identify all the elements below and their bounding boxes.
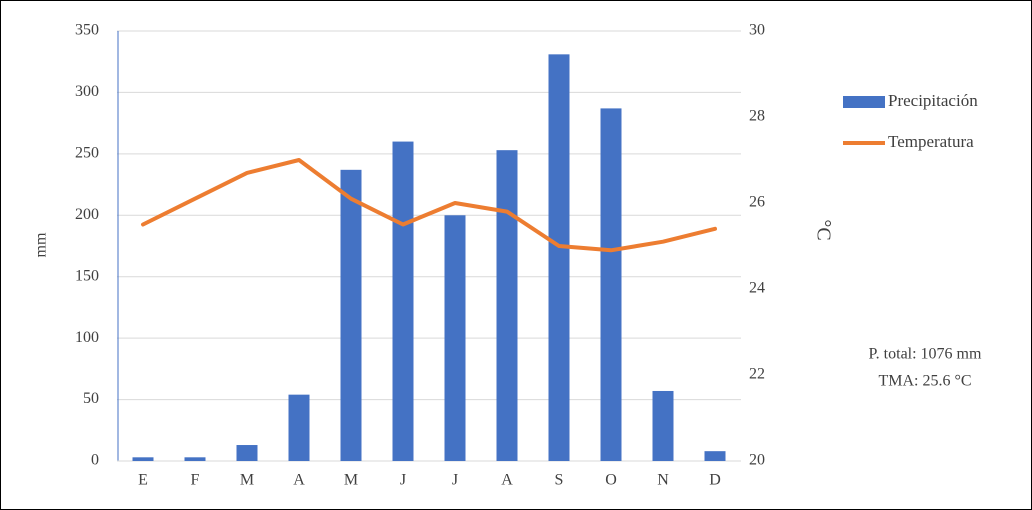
legend-label: Precipitación [888,91,978,110]
y2-tick-label: 22 [749,366,765,383]
y-tick-label: 300 [75,83,99,100]
x-tick-label: S [555,472,564,489]
x-tick-label: O [605,472,617,489]
bar [132,457,154,461]
y2-axis-title: °C [812,219,834,240]
x-tick-label: E [138,472,148,489]
annotation: P. total: 1076 mm [869,346,982,363]
bar [444,215,466,461]
y-tick-label: 50 [83,390,99,407]
y-tick-label: 150 [75,267,99,284]
bar [704,451,726,461]
legend-label: Temperatura [888,132,974,151]
x-tick-label: J [452,472,458,489]
bar [652,390,674,461]
y-tick-label: 200 [75,206,99,223]
bar [184,457,206,461]
y-tick-label: 350 [75,22,99,39]
x-tick-label: A [293,472,305,489]
x-tick-label: M [344,472,358,489]
y2-tick-label: 20 [749,452,765,469]
x-tick-label: A [501,472,513,489]
x-tick-label: M [240,472,254,489]
bar [236,445,258,461]
line [141,158,717,253]
x-tick-label: J [400,472,406,489]
bar [548,54,570,461]
x-tick-label: D [709,472,721,489]
y2-tick-label: 30 [749,22,765,39]
y-tick-label: 0 [91,452,99,469]
bar [288,394,310,461]
y2-tick-label: 28 [749,108,765,125]
y2-tick-label: 24 [749,280,765,297]
y-tick-label: 100 [75,329,99,346]
bar [600,108,622,462]
y2-tick-label: 26 [749,194,765,211]
y-tick-label: 250 [75,145,99,162]
bar [340,169,362,462]
bar [392,141,414,462]
annotation: TMA: 25.6 °C [878,373,971,390]
x-tick-label: F [191,472,200,489]
x-tick-label: N [657,472,669,489]
bar [496,150,518,461]
legend-swatch [843,96,885,108]
y-axis-title: mm [33,232,50,257]
